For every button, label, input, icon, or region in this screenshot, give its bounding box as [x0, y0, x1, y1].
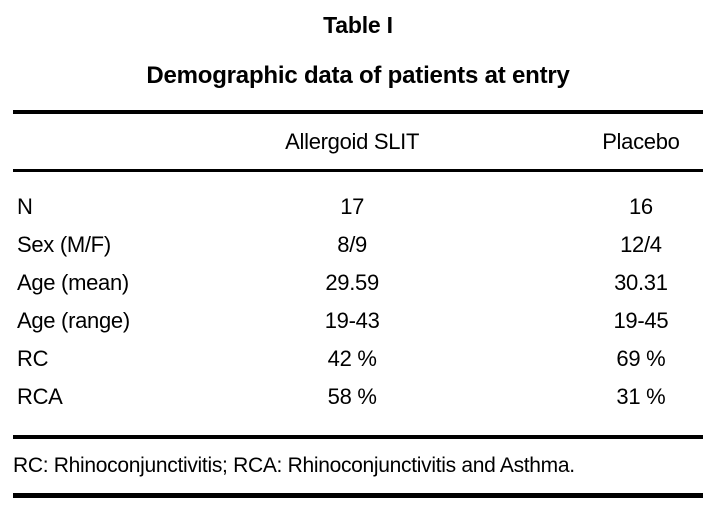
- rule-below-header: [13, 169, 703, 172]
- row-label: RCA: [17, 384, 63, 409]
- table-row: RC 42 % 69 %: [13, 340, 703, 378]
- table-row: Age (mean) 29.59 30.31: [13, 264, 703, 302]
- header-allergoid-slit: Allergoid SLIT: [285, 128, 420, 154]
- row-label: Age (mean): [17, 270, 129, 295]
- row-value-placebo: 12/4: [620, 232, 662, 257]
- row-value-allergoid-slit: 42 %: [327, 346, 377, 371]
- row-value-placebo: 19-45: [613, 308, 669, 333]
- table-footnote: RC: Rhinoconjunctivitis; RCA: Rhinoconju…: [13, 454, 575, 477]
- row-value-placebo: 30.31: [614, 270, 668, 295]
- row-value-allergoid-slit: 29.59: [325, 270, 379, 295]
- row-value-placebo: 31 %: [616, 384, 666, 409]
- table-body: N 17 16 Sex (M/F) 8/9 12/4 Age (mean) 29…: [13, 172, 703, 435]
- table-label: Table I: [323, 12, 393, 38]
- table: Allergoid SLIT Placebo N 17 16 Sex (M/F)…: [13, 110, 703, 498]
- header-placebo: Placebo: [602, 128, 680, 154]
- rule-top: [13, 110, 703, 114]
- rule-bottom: [13, 493, 703, 498]
- row-label: RC: [17, 346, 49, 371]
- rule-above-footnote: [13, 435, 703, 439]
- table-row: RCA 58 % 31 %: [13, 378, 703, 416]
- row-value-allergoid-slit: 17: [340, 194, 365, 219]
- row-value-allergoid-slit: 19-43: [324, 308, 380, 333]
- table-row: N 17 16: [13, 188, 703, 226]
- row-label: N: [17, 194, 33, 219]
- row-value-placebo: 16: [628, 194, 653, 219]
- row-value-allergoid-slit: 58 %: [327, 384, 377, 409]
- footnote-row: RC: Rhinoconjunctivitis; RCA: Rhinoconju…: [13, 439, 703, 493]
- table-row: Age (range) 19-43 19-45: [13, 302, 703, 340]
- row-label: Age (range): [17, 308, 130, 333]
- table-row: Sex (M/F) 8/9 12/4: [13, 226, 703, 264]
- table-title: Demographic data of patients at entry: [146, 62, 570, 89]
- row-label: Sex (M/F): [17, 232, 111, 257]
- row-value-placebo: 69 %: [616, 346, 666, 371]
- table-header-row: Allergoid SLIT Placebo: [13, 114, 703, 169]
- row-value-allergoid-slit: 8/9: [337, 232, 367, 257]
